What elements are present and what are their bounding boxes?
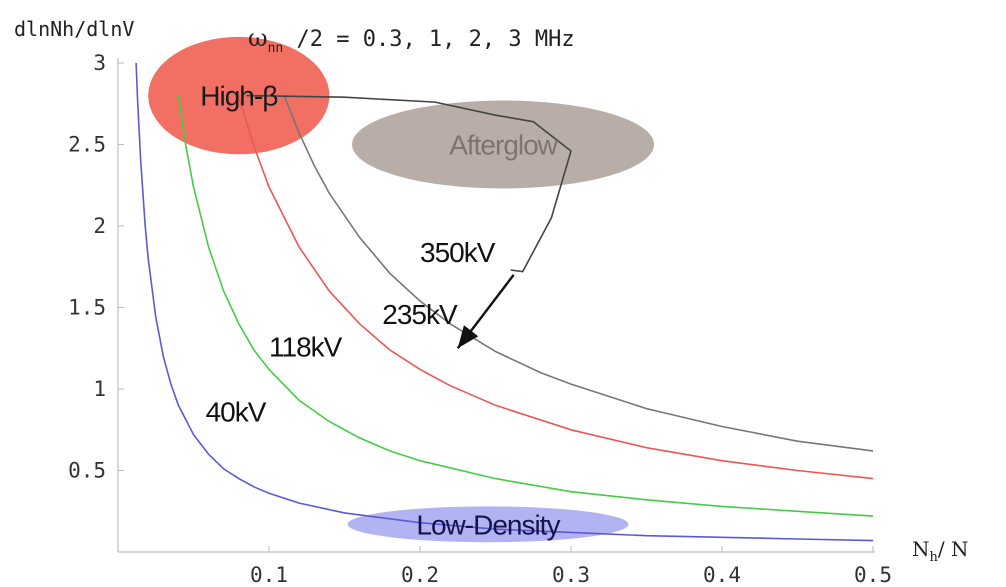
series-label-40kv: 40kV [206,397,267,428]
title-rest: /2 = 0.3, 1, 2, 3 MHz [283,27,574,52]
axes-layer [117,58,875,553]
series-line-235kv [238,95,874,480]
series-line-40kv [135,62,874,542]
x-tick-label: 0.2 [401,563,439,587]
title-subscript: nn [268,41,284,56]
series-label-118kv: 118kV [269,331,343,362]
region-low-density [347,506,629,543]
x-tick-label: 0.4 [703,563,741,587]
y-axis-label: dlnNh/dlnV [14,17,134,41]
region-label-high: High-β [200,81,277,112]
xlabel-main: N [912,537,930,561]
y-tick-label: 1 [93,377,106,401]
x-tick-label: 0.3 [552,563,590,587]
ticks-layer: 0.1 0.2 0.3 0.4 0.5 0.5 1 1.5 2 2.5 3 [68,51,892,587]
region-label-low-density: Low-Density [416,509,560,540]
y-tick-label: 0.5 [68,459,106,483]
x-axis-label: Nh/ N [912,537,968,565]
arrow-layer [246,94,572,349]
regions-layer [148,36,655,543]
y-tick-label: 1.5 [68,296,106,320]
series-line-118kv [177,95,874,517]
xlabel-rest: / N [938,537,969,561]
y-tick-label: 3 [93,51,106,75]
region-label-afterglow: Afterglow [449,130,558,161]
region-afterglow [352,100,655,189]
arrow-head [457,325,479,349]
series-label-235kv: 235kV [382,299,458,330]
x-tick-label: 0.5 [854,563,892,587]
title-omega: ω [248,24,268,52]
series-line-350kv [283,95,874,452]
region-labels-layer: High-β Afterglow Low-Density [200,81,561,541]
xlabel-sub: h [930,550,939,565]
series-label-350kv: 350kV [420,237,496,268]
arrow-loop-path [246,94,572,273]
series-labels-layer: 40kV 118kV 235kV 350kV [206,237,497,428]
chart-title: ωnn /2 = 0.3, 1, 2, 3 MHz [248,24,575,56]
y-tick-label: 2 [93,214,106,238]
y-tick-label: 2.5 [68,133,106,157]
curves-layer [135,62,874,542]
x-tick-label: 0.1 [250,563,288,587]
